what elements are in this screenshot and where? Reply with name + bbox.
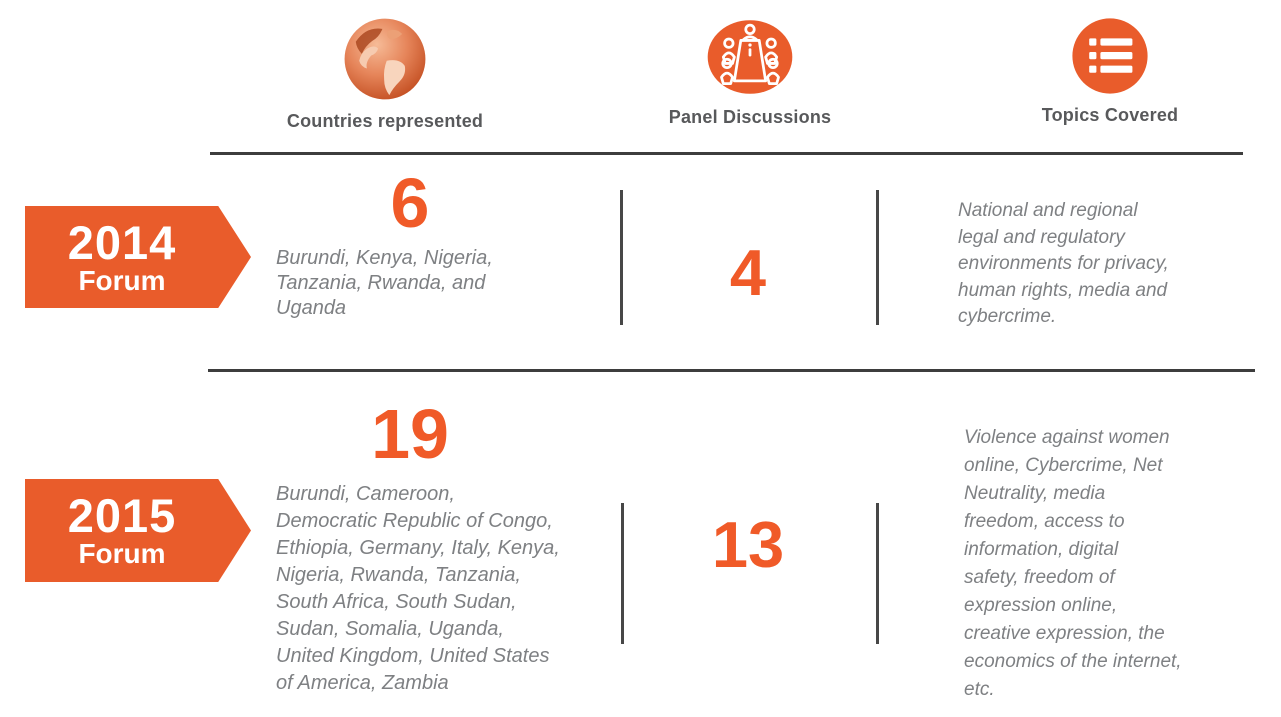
column-divider-2014-left — [620, 190, 623, 325]
row-divider-line — [208, 369, 1255, 372]
countries-count-2014: 6 — [390, 164, 430, 242]
column-divider-2015-right — [876, 503, 879, 644]
year-label-2014: 2014 — [67, 215, 177, 269]
year-label-2015: 2015 — [67, 489, 177, 543]
column-header-countries: Countries represented — [265, 16, 505, 132]
globe-icon — [344, 18, 426, 100]
panel-discussion-icon — [707, 20, 793, 94]
countries-list-2015: Burundi, Cameroon, Democratic Republic o… — [276, 483, 560, 694]
panel-count-2014: 4 — [729, 236, 767, 309]
countries-list-2014: Burundi, Kenya, Nigeria, Tanzania, Rwand… — [276, 247, 493, 319]
column-label-panels: Panel Discussions — [668, 107, 832, 127]
topics-covered-2015: Violence against women online, Cybercrim… — [964, 427, 1182, 700]
column-label-topics: Topics Covered — [1041, 105, 1179, 125]
column-header-panels: Panel Discussions — [630, 16, 870, 128]
header-divider-line — [210, 152, 1243, 155]
year-arrow-2015: 2015 Forum — [25, 479, 251, 582]
countries-count-2015: 19 — [371, 395, 449, 473]
column-header-topics: Topics Covered — [990, 16, 1230, 126]
column-label-countries: Countries represented — [286, 111, 484, 131]
panel-count-2015: 13 — [711, 508, 785, 581]
year-arrow-2014: 2014 Forum — [25, 206, 251, 308]
column-divider-2015-left — [621, 503, 624, 644]
column-divider-2014-right — [876, 190, 879, 325]
bulleted-list-icon — [1072, 18, 1148, 94]
forum-label-2015: Forum — [78, 538, 166, 570]
topics-covered-2014: National and regional legal and regulato… — [958, 200, 1169, 327]
forum-label-2014: Forum — [78, 264, 166, 296]
